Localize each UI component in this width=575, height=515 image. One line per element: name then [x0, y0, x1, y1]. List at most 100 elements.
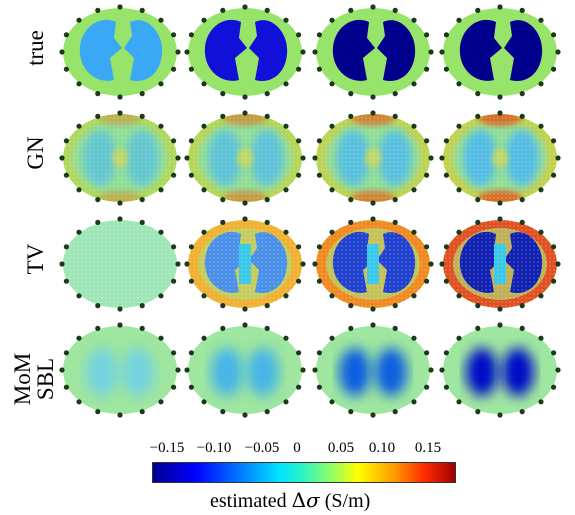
electrode-marker — [283, 229, 289, 235]
electrode-marker — [475, 409, 481, 415]
electrode-marker — [392, 219, 398, 225]
electrode-marker — [283, 81, 289, 87]
electrode-marker — [63, 32, 69, 38]
electrode-marker — [76, 399, 82, 405]
colorbar-title: estimated Δσ (S/m) — [210, 488, 370, 513]
panel-grid — [59, 4, 561, 418]
colorbar-tick-label: −0.15 — [149, 440, 185, 456]
electrode-marker — [411, 229, 417, 235]
electrode-marker — [551, 66, 557, 72]
panel-gn-4 — [439, 110, 561, 206]
electrode-marker — [95, 91, 101, 97]
electrode-marker — [188, 244, 194, 250]
electrode-marker — [220, 113, 226, 119]
electrode-marker — [63, 350, 69, 356]
electrode-marker — [264, 303, 270, 309]
row-label-true: true — [23, 30, 48, 66]
electrode-marker — [59, 49, 65, 55]
electrode-marker — [158, 123, 164, 129]
electrode-marker — [348, 409, 354, 415]
electrode-marker — [264, 197, 270, 203]
electrode-marker — [184, 367, 190, 373]
electrode-marker — [439, 155, 445, 161]
electrode-marker — [370, 306, 376, 312]
electrode-marker — [497, 200, 503, 206]
electrode-marker — [329, 293, 335, 299]
electrode-marker — [63, 172, 69, 178]
electrode-marker — [171, 138, 177, 144]
electrode-marker — [348, 219, 354, 225]
electrode-marker — [456, 335, 462, 341]
electrode-marker — [538, 81, 544, 87]
electrode-marker — [175, 261, 181, 267]
electrode-marker — [242, 216, 248, 222]
electrode-marker — [139, 409, 145, 415]
electrode-marker — [201, 17, 207, 23]
electrode-marker — [300, 367, 306, 373]
electrode-marker — [316, 244, 322, 250]
electrode-marker — [171, 244, 177, 250]
electrode-marker — [497, 4, 503, 10]
electrode-marker — [139, 91, 145, 97]
electrode-marker — [220, 7, 226, 13]
electrode-marker — [201, 81, 207, 87]
electrode-marker — [538, 335, 544, 341]
electrode-marker — [370, 4, 376, 10]
electrode-marker — [370, 216, 376, 222]
electrode-marker — [497, 216, 503, 222]
electrode-marker — [538, 399, 544, 405]
row-label-mom: MoM — [10, 352, 35, 406]
electrode-marker — [497, 110, 503, 116]
electrode-marker — [242, 412, 248, 418]
electrode-marker — [456, 123, 462, 129]
electrode-marker — [201, 293, 207, 299]
electrode-marker — [242, 322, 248, 328]
electrode-marker — [63, 244, 69, 250]
electrode-marker — [184, 155, 190, 161]
panel-tv-2 — [184, 216, 306, 312]
electrode-marker — [411, 293, 417, 299]
panel-true-4 — [439, 4, 561, 100]
electrode-marker — [95, 325, 101, 331]
electrode-marker — [201, 399, 207, 405]
electrode-marker — [456, 399, 462, 405]
electrode-marker — [264, 7, 270, 13]
electrode-marker — [264, 91, 270, 97]
electrode-marker — [439, 367, 445, 373]
electrode-marker — [139, 325, 145, 331]
electrode-marker — [424, 32, 430, 38]
electrode-marker — [443, 384, 449, 390]
electrode-marker — [158, 187, 164, 193]
electrode-marker — [201, 335, 207, 341]
colorbar-title-delta: Δ — [291, 488, 307, 512]
electrode-marker — [283, 335, 289, 341]
electrode-marker — [188, 32, 194, 38]
electrode-marker — [117, 200, 123, 206]
electrode-marker — [424, 384, 430, 390]
electrode-marker — [348, 91, 354, 97]
left-lung-region — [332, 19, 375, 81]
electrode-marker — [220, 197, 226, 203]
electrode-marker — [370, 200, 376, 206]
electrode-marker — [428, 367, 434, 373]
electrode-marker — [443, 244, 449, 250]
electrode-marker — [497, 412, 503, 418]
panel-gn-2 — [184, 110, 306, 206]
electrode-marker — [264, 409, 270, 415]
electrode-marker — [538, 187, 544, 193]
electrode-marker — [551, 384, 557, 390]
panel-tv-3 — [312, 216, 434, 312]
electrode-marker — [370, 94, 376, 100]
electrode-marker — [538, 17, 544, 23]
electrode-marker — [428, 49, 434, 55]
electrode-marker — [316, 172, 322, 178]
left-lung-region — [459, 19, 502, 81]
colorbar-tick-label: −0.05 — [244, 440, 280, 456]
electrode-marker — [555, 49, 561, 55]
electrode-marker — [63, 66, 69, 72]
electrode-marker — [519, 91, 525, 97]
panel-gn-1 — [59, 110, 181, 206]
electrode-marker — [551, 32, 557, 38]
electrode-marker — [158, 81, 164, 87]
electrode-marker — [348, 7, 354, 13]
